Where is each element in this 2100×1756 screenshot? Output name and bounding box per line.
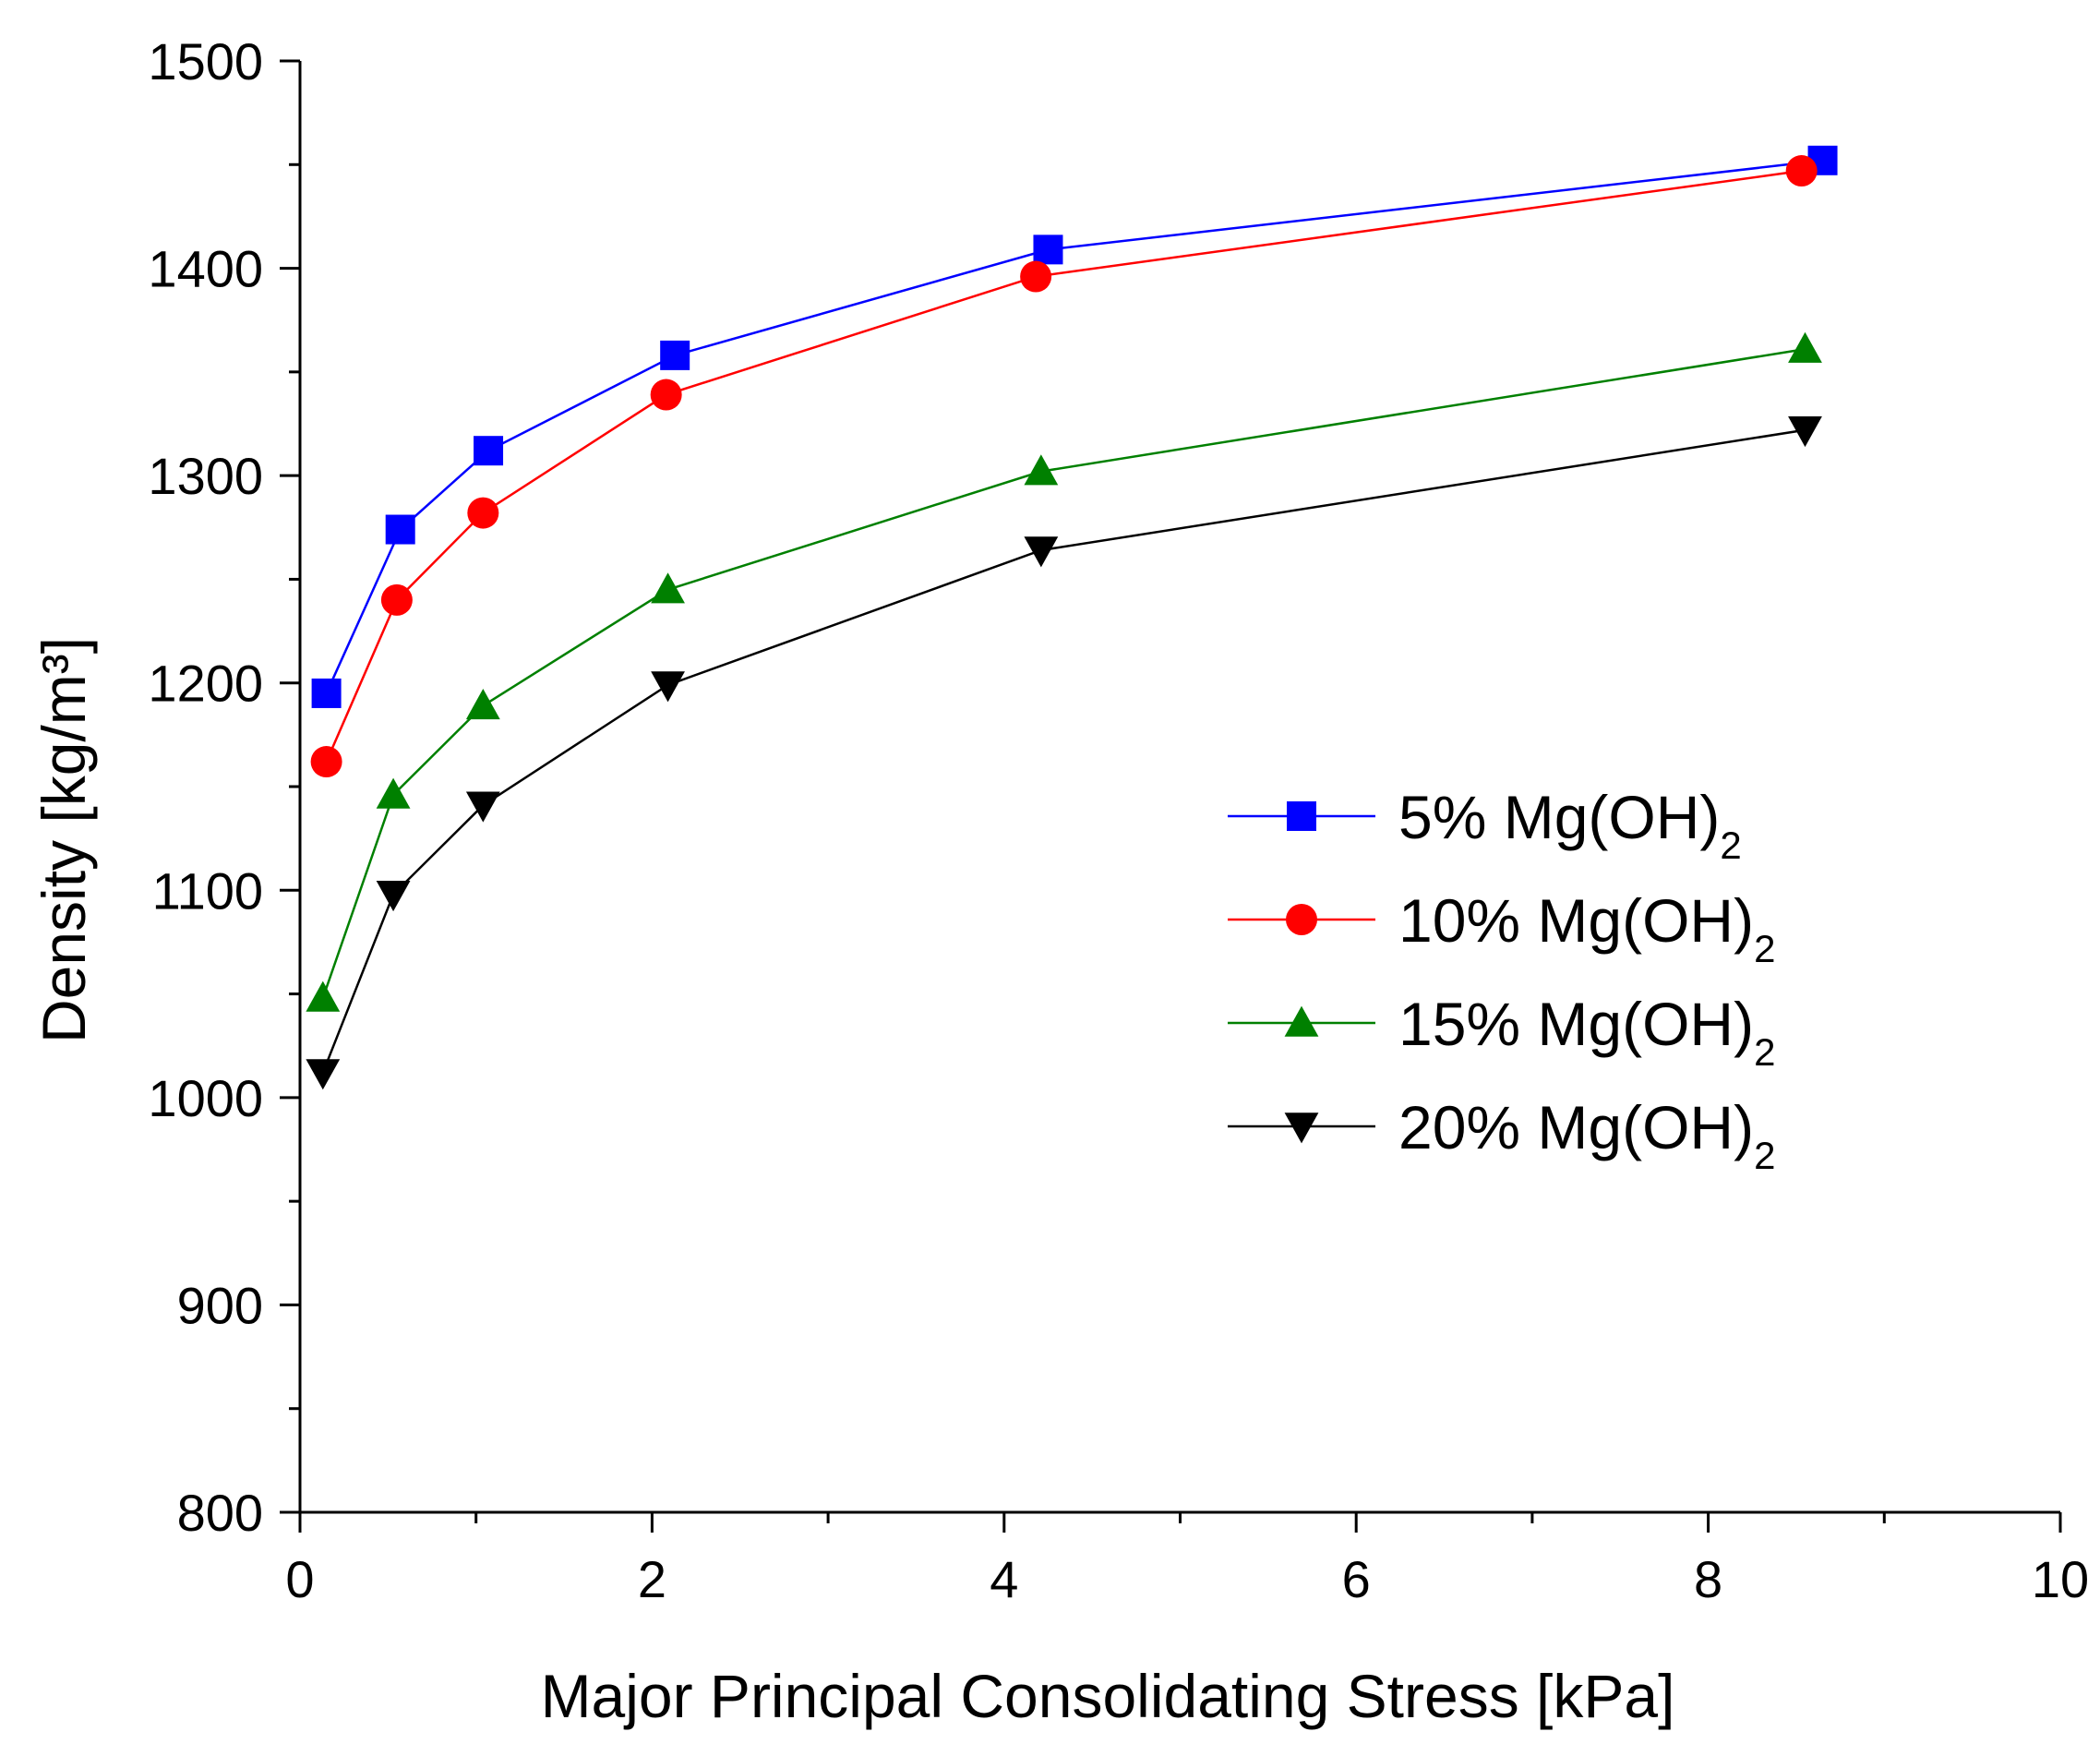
legend-marker (1286, 904, 1317, 935)
data-point (380, 583, 413, 616)
data-point (474, 436, 504, 466)
legend-item: 5% Mg(OH)2 (1228, 783, 1742, 867)
x-tick-label: 2 (638, 1550, 666, 1608)
series-2 (310, 155, 1818, 778)
data-point (650, 379, 682, 411)
series-line (321, 347, 1806, 999)
legend-marker (1284, 1005, 1319, 1037)
data-point (465, 689, 500, 720)
legend-marker (1287, 801, 1316, 831)
data-point (311, 678, 342, 708)
data-point (385, 514, 415, 545)
y-axis-ticks: 800 900 1000 1100 1200 1300 1400 1500 (148, 32, 300, 1542)
x-axis-ticks: 0 2 4 6 8 10 (285, 1512, 2089, 1608)
legend-item: 20% Mg(OH)2 (1228, 1093, 1775, 1177)
data-point (467, 497, 499, 529)
y-tick-label: 900 (177, 1276, 263, 1334)
series-layer (306, 145, 1838, 1090)
y-tick-label: 1000 (148, 1069, 263, 1127)
legend-label: 15% Mg(OH)2 (1398, 990, 1775, 1074)
data-point (306, 980, 341, 1012)
data-point (306, 1059, 341, 1090)
data-point (1788, 416, 1822, 448)
x-tick-label: 4 (990, 1550, 1018, 1608)
x-tick-label: 0 (285, 1550, 314, 1608)
legend-subscript: 2 (1754, 1030, 1775, 1074)
data-point (1033, 235, 1063, 265)
y-tick-label: 1300 (148, 447, 263, 505)
legend-subscript: 2 (1754, 1134, 1775, 1177)
series-line (321, 428, 1806, 1074)
legend-marker (1284, 1113, 1319, 1144)
data-point (376, 881, 411, 912)
data-point (310, 746, 342, 778)
series-1 (311, 145, 1838, 708)
legend-subscript: 2 (1754, 927, 1775, 970)
x-tick-label: 8 (1694, 1550, 1722, 1608)
data-point (465, 791, 500, 823)
series-line (325, 159, 1823, 694)
x-tick-label: 6 (1342, 1550, 1371, 1608)
data-point (1785, 155, 1818, 187)
axes (298, 61, 2060, 1514)
data-point (651, 572, 685, 604)
x-axis-label: Major Principal Consolidating Stress [kP… (541, 1662, 1675, 1730)
series-4 (306, 416, 1822, 1090)
y-tick-label: 1500 (148, 32, 263, 90)
data-point (651, 671, 685, 703)
legend-label: 5% Mg(OH)2 (1398, 783, 1742, 867)
data-point (1020, 260, 1052, 293)
y-axis-label: Density [kg/m³] (30, 637, 98, 1043)
y-tick-label: 1400 (148, 240, 263, 298)
data-point (376, 777, 411, 809)
x-tick-label: 10 (2032, 1550, 2089, 1608)
legend: 5% Mg(OH)2 10% Mg(OH)2 15% Mg(OH)2 20% Mg(O… (1228, 783, 1775, 1177)
series-line (325, 169, 1802, 763)
data-point (1024, 536, 1059, 568)
legend-label: 10% Mg(OH)2 (1398, 886, 1775, 970)
series-3 (306, 331, 1822, 1012)
legend-label: 20% Mg(OH)2 (1398, 1093, 1775, 1177)
y-tick-label: 800 (177, 1484, 263, 1542)
y-tick-label: 1200 (148, 655, 263, 713)
data-point (660, 340, 690, 370)
data-point (1024, 454, 1059, 486)
legend-item: 15% Mg(OH)2 (1228, 990, 1775, 1074)
legend-subscript: 2 (1720, 824, 1741, 867)
legend-item: 10% Mg(OH)2 (1228, 886, 1775, 970)
y-tick-label: 1100 (152, 861, 263, 920)
data-point (1788, 331, 1822, 363)
